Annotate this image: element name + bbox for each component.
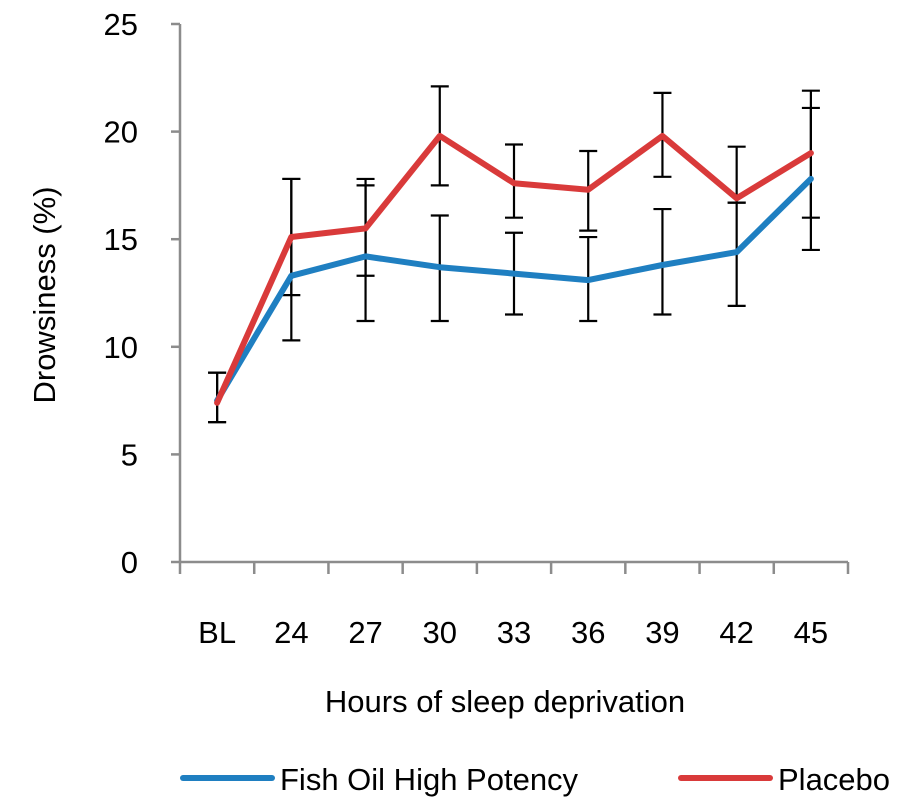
series-line-fish-oil	[214, 175, 814, 404]
legend-label-placebo: Placebo	[778, 762, 890, 797]
legend: Fish Oil High Potency Placebo	[180, 762, 890, 797]
y-tick-label: 10	[104, 330, 138, 365]
series-line-placebo	[214, 132, 814, 406]
y-tick-label: 20	[104, 115, 138, 150]
series-lines	[214, 132, 814, 406]
y-tick-label: 5	[121, 437, 138, 472]
y-tick-label: 15	[104, 222, 138, 257]
x-tick-label: 42	[719, 615, 753, 650]
y-tick-label: 0	[121, 545, 138, 580]
legend-label-fish-oil: Fish Oil High Potency	[280, 762, 579, 797]
x-tick-label: 27	[348, 615, 382, 650]
x-tick-label: 33	[497, 615, 531, 650]
x-ticks: BL 24 27 30 33 36 39 42 45	[178, 562, 850, 650]
axes	[178, 24, 848, 564]
x-tick-label: 24	[274, 615, 308, 650]
x-tick-label: 39	[645, 615, 679, 650]
y-ticks: 0 5 10 15 20 25	[104, 7, 180, 580]
x-tick-label: BL	[198, 615, 236, 650]
y-axis-title: Drowsiness (%)	[27, 186, 62, 403]
y-tick-label: 25	[104, 7, 138, 42]
x-tick-label: 45	[794, 615, 828, 650]
x-tick-label: 36	[571, 615, 605, 650]
x-tick-label: 30	[423, 615, 457, 650]
x-axis-title: Hours of sleep deprivation	[325, 684, 685, 719]
